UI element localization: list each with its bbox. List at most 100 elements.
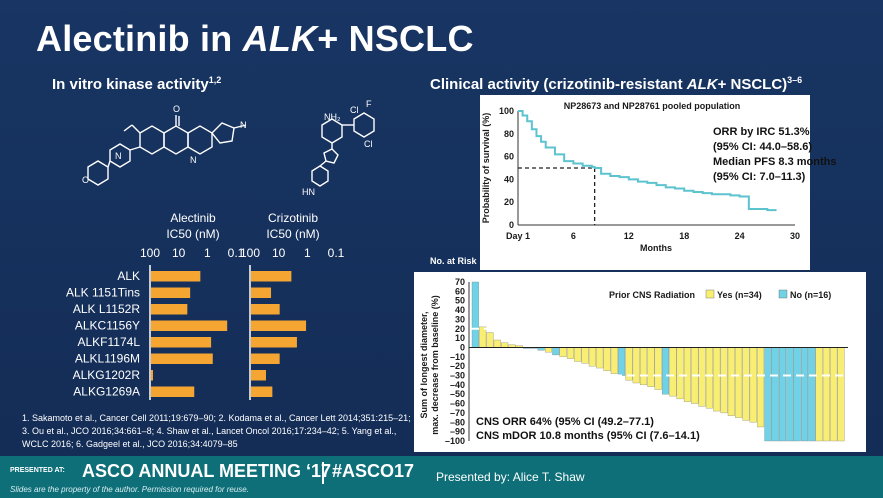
alectinib-structure: O N O N N [82, 104, 247, 186]
hashtag: #ASCO17 [332, 461, 415, 481]
km-x-tick: 6 [571, 231, 576, 241]
presented-at-label: PRESENTED AT: [10, 467, 65, 474]
at-risk-value: 130 [565, 256, 582, 267]
waterfall-bar [676, 347, 684, 400]
at-risk-value: 9 [737, 256, 743, 267]
at-risk-value: 225 [510, 256, 527, 267]
waterfall-bar [559, 347, 567, 357]
wf-y-tick: 20 [455, 324, 465, 334]
atom-cn-label: N [240, 120, 247, 130]
at-risk-value: 171 [537, 256, 554, 267]
category-label: ALKC1156Y [75, 319, 140, 333]
waterfall-bar [822, 347, 830, 442]
km-y-tick: 60 [504, 152, 514, 162]
at-risk-value: 79 [651, 256, 663, 267]
ic50-bar [151, 320, 228, 331]
clinical-heading: Clinical activity (crizotinib-resistant … [430, 75, 803, 93]
footer-bar: PRESENTED AT: ASCO ANNUAL MEETING ‘17 #A… [0, 456, 883, 498]
series-unit-1: IC50 (nM) [266, 227, 319, 241]
km-x-tick: 18 [679, 231, 689, 241]
ic50-bar [251, 320, 307, 331]
tick-label: 100 [140, 246, 160, 260]
waterfall-bar [698, 347, 706, 407]
category-label: ALK 1151Tins [66, 286, 140, 300]
ic50-bar [251, 304, 280, 315]
km-x-tick: 24 [735, 231, 745, 241]
footer-divider [322, 462, 324, 484]
wf-y-tick: –90 [450, 427, 465, 437]
km-y-tick: 80 [504, 129, 514, 139]
atom-o-label: O [173, 104, 180, 114]
wf-y-tick: 40 [455, 305, 465, 315]
presenter: Presented by: Alice T. Shaw [436, 470, 585, 484]
atom-n-label: N [115, 151, 122, 161]
waterfall-bar [705, 347, 713, 409]
waterfall-bar [581, 347, 589, 364]
disclaimer: Slides are the property of the author. P… [10, 485, 249, 494]
km-y-tick: 0 [509, 220, 514, 230]
atom-hn-label: HN [302, 187, 315, 197]
waterfall-bar [603, 347, 611, 372]
atom-nh-label: N [190, 155, 197, 165]
waterfall-bar [654, 347, 662, 390]
atom-f-label: F [366, 99, 372, 109]
wf-legend-swatch [778, 289, 788, 299]
category-label: ALKG1269A [73, 385, 140, 399]
km-x-tick: 30 [790, 231, 800, 241]
waterfall-bar [771, 347, 779, 442]
km-title: NP28673 and NP28761 pooled population [564, 101, 741, 111]
waterfall-bar [837, 347, 845, 442]
waterfall-bar [786, 347, 794, 442]
waterfall-bar [610, 347, 618, 374]
waterfall-bar [544, 347, 553, 353]
waterfall-bar [808, 347, 816, 442]
km-curve [518, 110, 777, 212]
wf-y-tick: 10 [455, 333, 465, 343]
wf-annotation: CNS ORR 64% (95% CI (49.2–77.1) [476, 416, 654, 428]
wf-y-tick: –70 [450, 408, 465, 418]
tick-label: 1 [304, 246, 311, 260]
waterfall-bar [618, 347, 626, 376]
tick-label: 10 [272, 246, 286, 260]
km-annotation: (95% CI: 44.0–58.6) [713, 141, 812, 153]
wf-y-tick: 0 [460, 342, 465, 352]
waterfall-bar [471, 281, 479, 348]
category-label: ALKL1196M [75, 352, 140, 366]
waterfall-bar [596, 347, 604, 369]
ic50-bar [251, 370, 266, 381]
ic50-bar [151, 370, 153, 381]
waterfall-bar [742, 347, 750, 421]
at-risk-value: 91 [623, 256, 635, 267]
waterfall-bar [815, 347, 823, 442]
waterfall-bar [830, 347, 838, 442]
wf-y-tick: 60 [455, 286, 465, 296]
ic50-bar [151, 304, 188, 315]
wf-y-tick: 50 [455, 296, 465, 306]
waterfall-bar [574, 347, 582, 362]
crizotinib-structure: NH₂ F Cl Cl HN [302, 99, 375, 197]
waterfall-bar [647, 347, 655, 387]
ic50-bar [151, 353, 213, 364]
km-x-tick: 12 [624, 231, 634, 241]
atom-o2-label: O [82, 175, 89, 185]
waterfall-bar [662, 347, 670, 395]
km-annotation: Median PFS 8.3 months [713, 156, 836, 168]
waterfall-bar [779, 347, 787, 442]
km-y-tick: 20 [504, 197, 514, 207]
series-name-0: Alectinib [170, 211, 216, 225]
at-risk-value: 104 [593, 256, 610, 267]
waterfall-bar [727, 347, 735, 416]
tick-label: 0.1 [228, 246, 245, 260]
waterfall-bar [493, 339, 501, 348]
km-y-tick: 100 [499, 106, 514, 116]
ic50-bar [151, 287, 191, 298]
km-xlabel: Months [640, 243, 672, 253]
series-name-1: Crizotinib [268, 211, 318, 225]
wf-y-tick: 70 [455, 277, 465, 287]
ic50-bar [151, 386, 195, 397]
waterfall-bar [800, 347, 808, 442]
atom-cl-label: Cl [350, 105, 359, 115]
meeting-name: ASCO ANNUAL MEETING ‘17 [82, 461, 332, 481]
wf-y-tick: –20 [450, 361, 465, 371]
